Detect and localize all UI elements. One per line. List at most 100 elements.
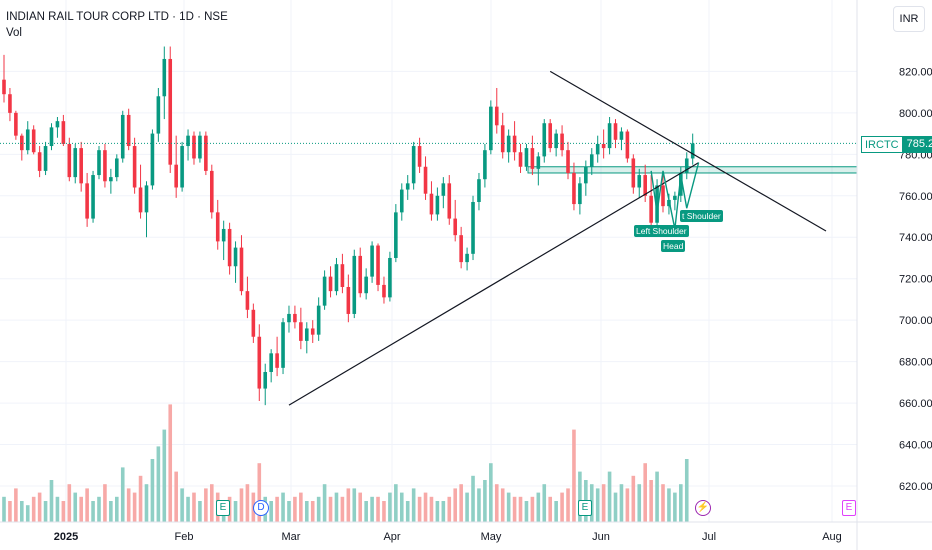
volume-bar: [316, 496, 321, 522]
volume-bar: [417, 496, 422, 522]
volume-bar: [174, 471, 178, 522]
earnings-event-icon-2[interactable]: E: [578, 500, 592, 516]
volume-bar: [554, 501, 558, 522]
volume-bar: [334, 492, 339, 522]
candle-body: [429, 193, 434, 215]
volume-bar: [601, 484, 606, 522]
candle-body: [388, 257, 392, 298]
candle-body: [150, 133, 155, 186]
candle-body: [584, 166, 588, 184]
last-price-tag: IRCTC 785.25: [861, 136, 932, 153]
volume-bar: [649, 480, 653, 522]
candle-body: [115, 158, 119, 178]
volume-bar: [489, 463, 493, 522]
candle-body: [607, 123, 612, 149]
candle-body: [180, 146, 184, 188]
volume-bar: [20, 501, 24, 522]
volume-bar: [643, 463, 647, 522]
candle-body: [287, 313, 291, 323]
candle-body: [263, 371, 268, 389]
volume-bar: [572, 429, 576, 522]
volume-bar: [239, 488, 244, 522]
candle-body: [132, 146, 137, 188]
volume-bar: [667, 488, 671, 522]
candle-body: [186, 135, 190, 147]
volume-bar: [2, 496, 6, 522]
volume-bar: [661, 484, 665, 522]
candle-body: [489, 106, 493, 151]
candle-body: [690, 143, 695, 159]
candle-body: [322, 276, 327, 306]
x-tick-label: 2025: [54, 531, 78, 543]
candle-body: [91, 175, 95, 219]
candle-body: [613, 123, 618, 140]
candle-body: [649, 195, 653, 223]
candle-body: [316, 305, 321, 335]
candle-body: [340, 264, 345, 287]
candle-body: [126, 114, 131, 147]
candle-body: [281, 322, 285, 368]
volume-bar: [180, 488, 184, 522]
y-tick-label: 620.00: [899, 481, 932, 493]
candle-body: [536, 156, 541, 169]
candle-body: [14, 112, 18, 136]
candle-body: [364, 276, 368, 294]
earnings-future-event-icon[interactable]: E: [842, 500, 856, 516]
volume-bar: [382, 501, 386, 522]
x-tick-label: Jul: [702, 531, 716, 543]
volume-bar: [144, 484, 149, 522]
candle-body: [589, 154, 594, 167]
candle-body: [382, 284, 386, 298]
x-tick-label: Apr: [383, 531, 400, 543]
candle-body: [465, 253, 469, 263]
pattern-head: Head: [661, 240, 686, 252]
candle-body: [37, 152, 42, 171]
volume-bar: [405, 501, 410, 522]
volume-bar: [483, 480, 487, 522]
volume-bar: [388, 492, 392, 522]
candle-body: [679, 172, 683, 196]
volume-bar: [506, 492, 511, 522]
candle-body: [453, 218, 458, 236]
volume-bar: [8, 501, 12, 522]
y-tick-label: 700.00: [899, 315, 932, 327]
resistance-zone: [527, 166, 858, 174]
candle-body: [405, 183, 410, 190]
candle-body: [109, 177, 113, 182]
earnings-event-icon[interactable]: E: [216, 500, 230, 516]
candle-body: [524, 148, 529, 167]
dividend-event-icon[interactable]: D: [253, 500, 269, 516]
volume-bar: [49, 480, 54, 522]
candle-body: [673, 195, 677, 200]
volume-bar: [673, 492, 677, 522]
volume-bar: [459, 484, 463, 522]
volume-bar: [560, 492, 564, 522]
candle-body: [120, 114, 125, 159]
candle-body: [572, 172, 576, 205]
candle-body: [257, 336, 262, 389]
currency-button[interactable]: INR: [893, 6, 925, 32]
volume-bar: [441, 501, 446, 522]
candle-body: [471, 201, 475, 254]
volume-bar: [684, 459, 689, 522]
candle-body: [631, 158, 636, 188]
split-event-icon[interactable]: ⚡: [695, 500, 711, 516]
volume-bar: [109, 501, 113, 522]
chart-grid: [0, 0, 857, 522]
chart-title: INDIAN RAIL TOUR CORP LTD · 1D · NSE: [6, 11, 228, 23]
volume-bar: [61, 501, 66, 522]
volume-bar: [310, 501, 315, 522]
volume-bar: [328, 496, 333, 522]
price-axis: 620.00 640.00 660.00 680.00 700.00 720.00 740.…: [899, 66, 932, 493]
candle-body: [233, 247, 238, 267]
candle-body: [435, 195, 440, 215]
support-trendline: [288, 162, 699, 406]
price-tag-value: 785.25: [902, 136, 932, 153]
volume-bar: [530, 496, 535, 522]
candle-body: [20, 135, 24, 151]
volume-bar: [340, 496, 345, 522]
volume-bar: [465, 492, 469, 522]
x-tick-label: May: [481, 531, 502, 543]
volume-bar: [97, 496, 101, 522]
